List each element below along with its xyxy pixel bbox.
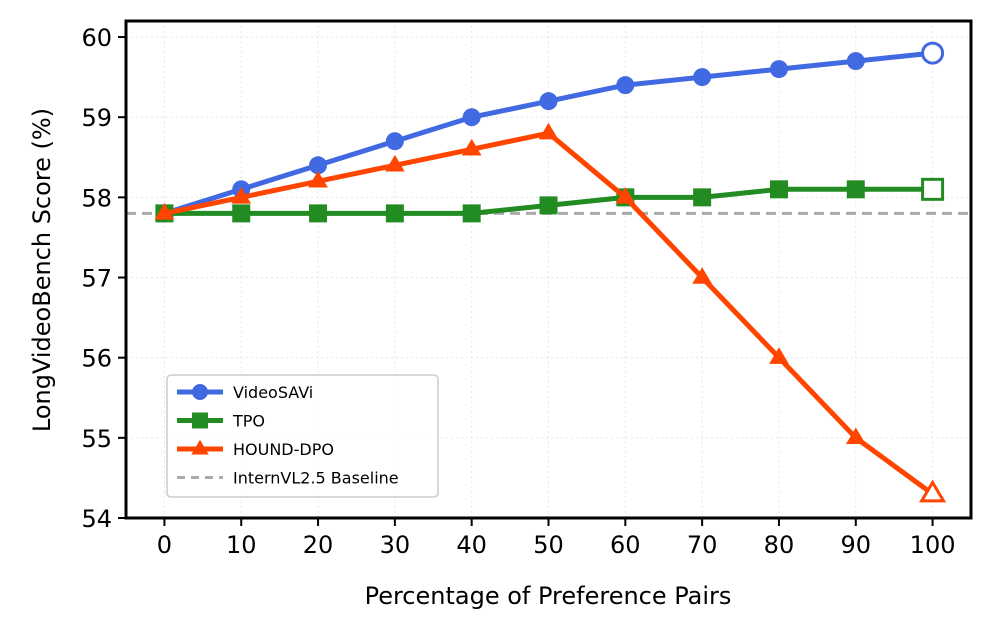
data-point: [231, 187, 252, 204]
data-point: [154, 203, 175, 220]
data-point: [919, 479, 947, 503]
data-point: [845, 427, 866, 444]
x-tick-label: 0: [157, 531, 172, 559]
legend-item: HOUND-DPO: [177, 439, 334, 459]
x-tick-label: 30: [380, 531, 411, 559]
axis-ticks: 0 10 20 30 40 50 60 70 80 90 100 54 55 56 57 58 59 60: [81, 24, 955, 559]
data-point: [769, 347, 789, 364]
data-point: [385, 204, 404, 223]
data-point: [538, 122, 559, 140]
data-point: [309, 204, 328, 223]
series-tpo: [155, 177, 945, 223]
x-axis-title: Percentage of Preference Pairs: [365, 582, 732, 610]
x-tick-label: 40: [456, 531, 487, 559]
data-point: [616, 76, 635, 95]
data-point: [769, 180, 788, 199]
data-point: [921, 41, 945, 65]
x-tick-label: 70: [687, 531, 718, 559]
data-point: [462, 108, 481, 127]
y-tick-label: 55: [81, 425, 112, 453]
legend-label: HOUND-DPO: [233, 440, 334, 459]
y-tick-label: 57: [81, 265, 112, 293]
data-point: [692, 267, 712, 284]
y-tick-label: 59: [81, 104, 112, 132]
data-point: [232, 204, 251, 223]
legend-item: TPO: [177, 412, 265, 431]
y-tick-label: 58: [81, 184, 112, 212]
data-point: [539, 196, 558, 215]
data-point: [385, 154, 405, 172]
y-axis-title: LongVideoBench Score (%): [28, 108, 56, 432]
legend: VideoSAVi TPO HOUND-DPO InternVL2.5 Baselin…: [166, 374, 439, 498]
y-tick-label: 54: [81, 505, 112, 533]
data-point: [846, 52, 865, 71]
series-group: [154, 41, 947, 503]
data-point: [615, 187, 636, 204]
data-point: [308, 171, 328, 188]
legend-item: VideoSAVi: [177, 383, 313, 402]
data-point: [385, 132, 404, 151]
data-point: [846, 180, 865, 199]
x-tick-label: 90: [840, 531, 871, 559]
legend-item: InternVL2.5 Baseline: [177, 469, 399, 488]
data-point: [769, 60, 788, 79]
data-point: [693, 68, 712, 87]
x-tick-label: 80: [764, 531, 795, 559]
data-point: [309, 156, 328, 175]
legend-marker: [191, 439, 209, 455]
legend-marker: [192, 384, 208, 400]
x-tick-label: 50: [533, 531, 564, 559]
legend-marker: [192, 412, 208, 429]
data-point: [461, 138, 482, 156]
legend-label: TPO: [232, 412, 265, 431]
x-tick-label: 20: [303, 531, 334, 559]
x-tick-label: 10: [226, 531, 257, 559]
series-hound-dpo: [154, 122, 947, 503]
data-point: [921, 177, 945, 201]
data-point: [462, 204, 481, 223]
legend-label: VideoSAVi: [233, 383, 313, 402]
x-tick-label: 60: [610, 531, 641, 559]
y-tick-label: 56: [81, 345, 112, 373]
y-tick-label: 60: [81, 24, 112, 52]
data-point: [539, 92, 558, 111]
legend-box: [166, 374, 439, 498]
x-tick-label: 100: [910, 531, 956, 559]
data-point: [693, 188, 712, 207]
legend-label: InternVL2.5 Baseline: [233, 469, 399, 488]
